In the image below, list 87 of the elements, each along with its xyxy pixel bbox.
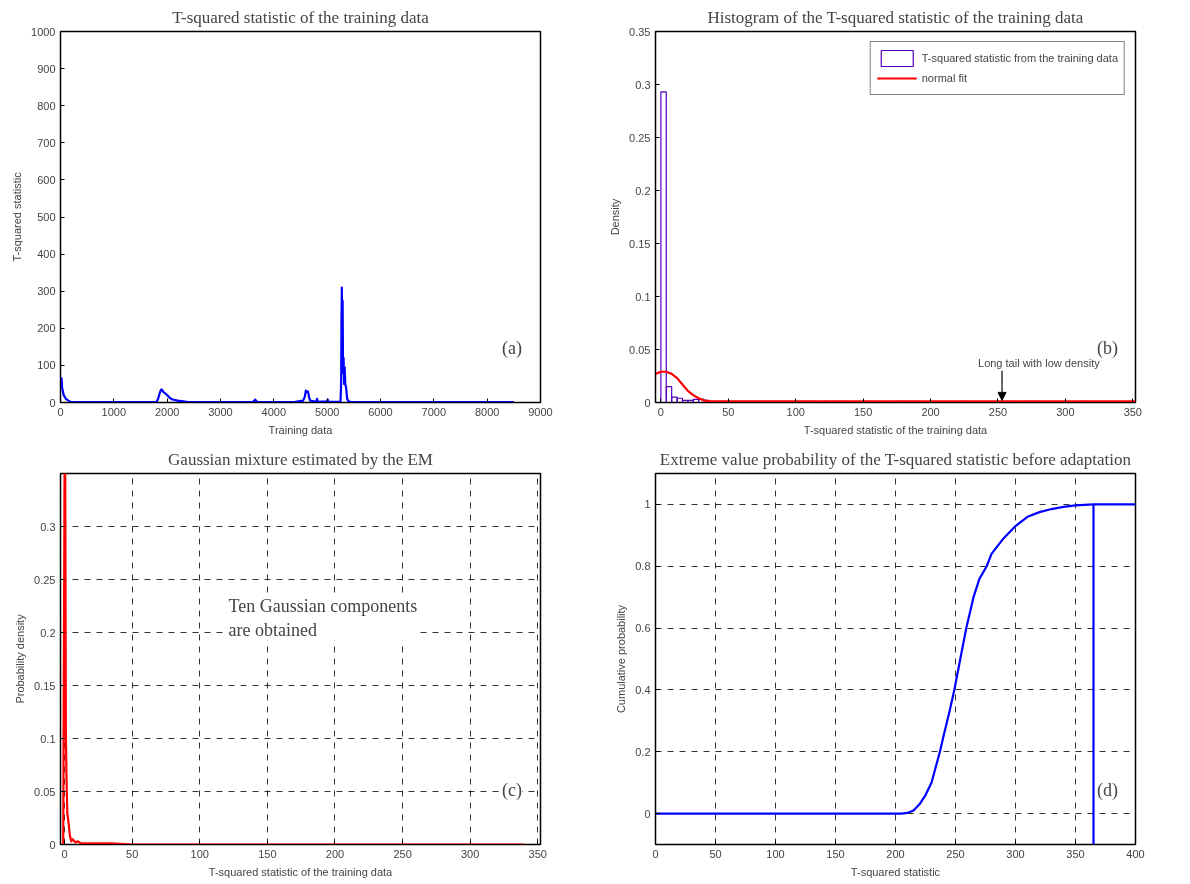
y-tick-label: 600 [37,173,56,186]
annotation: Long tail with low density [978,356,1101,369]
y-tick-label: 100 [37,359,56,372]
y-tick-label: 0.2 [635,745,651,758]
chart-title: Histogram of the T-squared statistic of the training data [707,7,1084,27]
x-tick-label: 50 [722,405,735,418]
y-tick-label: 0 [49,838,56,851]
y-axis-title: Density [609,198,622,236]
y-tick-label: 0.4 [635,683,651,696]
y-tick-label: 300 [37,285,56,298]
annotation: (c) [502,779,523,801]
y-tick-label: 0 [644,396,651,409]
x-tick-label: 7000 [421,405,447,418]
y-tick-label: 0.3 [40,520,56,533]
x-tick-label: 0 [652,847,659,860]
y-tick-label: 0.25 [34,573,56,586]
x-tick-label: 400 [1126,847,1145,860]
x-tick-label: 0 [61,847,68,860]
x-axis-title: T-squared statistic of the training data [208,865,394,878]
chart-title: Gaussian mixture estimated by the EM [168,449,433,469]
x-tick-label: 0 [57,405,64,418]
y-tick-label: 0.1 [40,732,56,745]
x-tick-label: 200 [921,405,940,418]
annotation: (a) [502,337,523,359]
x-tick-label: 6000 [368,405,393,418]
x-tick-label: 200 [886,847,905,860]
x-axis-title: Training data [268,423,334,436]
x-tick-label: 9000 [528,405,553,418]
legend-label: normal fit [921,72,967,84]
y-tick-label: 0.15 [629,237,651,250]
chart-title: T-squared statistic of the training data [172,7,430,27]
x-tick-label: 5000 [314,405,340,418]
x-tick-label: 1000 [101,405,127,418]
x-tick-label: 50 [709,847,722,860]
x-tick-label: 250 [946,847,965,860]
y-tick-label: 0.05 [34,785,56,798]
y-axis-title: Probability density [14,613,27,704]
annotation: (d) [1097,779,1119,801]
y-tick-label: 1000 [31,25,56,38]
x-tick-label: 4000 [261,405,287,418]
annotation: Ten Gaussian components are obtained [228,596,418,641]
legend-label: T-squared statistic from the training data [921,52,1118,64]
y-tick-label: 900 [37,62,56,75]
x-tick-label: 150 [853,405,873,418]
x-tick-label: 2000 [154,405,180,418]
x-tick-label: 300 [1056,405,1075,418]
x-tick-label: 0 [657,405,664,418]
y-tick-label: 700 [37,136,56,149]
y-tick-label: 0.2 [635,184,651,197]
x-tick-label: 350 [1066,847,1085,860]
x-tick-label: 250 [988,405,1008,418]
x-tick-label: 100 [190,847,209,860]
x-tick-label: 100 [786,405,805,418]
y-tick-label: 0.3 [635,78,651,91]
x-tick-label: 300 [461,847,480,860]
x-tick-label: 3000 [208,405,233,418]
y-tick-label: 800 [37,99,56,112]
x-tick-label: 150 [258,847,277,860]
y-tick-label: 0.2 [40,626,56,639]
y-tick-label: 0.25 [629,131,651,144]
y-tick-label: 0.05 [629,343,651,356]
y-tick-label: 0.35 [629,25,651,38]
y-tick-label: 0 [49,396,56,409]
x-tick-label: 200 [325,847,345,860]
y-tick-label: 0.1 [635,290,651,303]
y-tick-label: 1 [644,498,651,511]
y-tick-label: 0.8 [635,560,651,573]
y-tick-label: 0.15 [34,679,56,692]
x-axis-title: T-squared statistic [850,865,941,878]
x-tick-label: 250 [393,847,412,860]
chart-title: Extreme value probability of the T-squared statistic before adaptation [659,449,1132,469]
y-tick-label: 500 [37,211,56,223]
x-tick-label: 350 [528,847,547,860]
y-tick-label: 400 [37,248,56,261]
x-tick-label: 150 [826,847,845,860]
y-axis-title: Cumulative probability [615,604,628,714]
y-axis-title: T-squared statistic [11,171,24,262]
x-tick-label: 300 [1006,847,1025,860]
x-axis-title: T-squared statistic of the training data [803,423,989,436]
annotation: (b) [1097,337,1119,359]
x-tick-label: 50 [126,847,139,860]
y-tick-label: 200 [37,322,56,335]
x-tick-label: 8000 [474,405,500,418]
x-tick-label: 350 [1123,405,1142,418]
y-tick-label: 0 [644,807,651,820]
x-tick-label: 100 [766,847,785,860]
y-tick-label: 0.6 [635,622,651,635]
